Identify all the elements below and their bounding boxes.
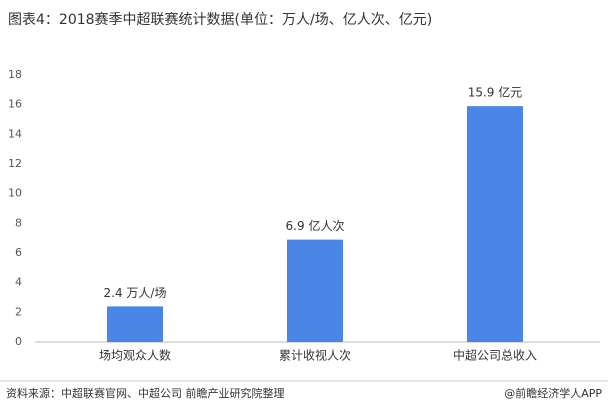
y-tick-label: 10 — [8, 187, 22, 200]
credit: @前瞻经济学人APP — [504, 386, 602, 400]
y-tick-label: 0 — [15, 335, 22, 348]
bar — [107, 306, 163, 342]
x-tick-label: 累计收视人次 — [279, 348, 351, 363]
source-note: 资料来源：中超联赛官网、中超公司 前瞻产业研究院整理 — [6, 386, 285, 400]
y-tick-label: 4 — [15, 276, 22, 289]
x-tick-label: 场均观众人数 — [99, 348, 171, 363]
y-tick-label: 8 — [15, 216, 22, 229]
y-tick-label: 18 — [8, 68, 22, 81]
y-tick-label: 6 — [15, 246, 22, 259]
y-tick-label: 14 — [8, 127, 22, 140]
value-label: 2.4 万人/场 — [104, 286, 167, 300]
y-tick-label: 2 — [15, 305, 22, 318]
bar — [287, 239, 343, 342]
x-tick-label: 中超公司总收入 — [453, 348, 537, 363]
y-tick-label: 16 — [8, 98, 22, 111]
chart-title: 图表4：2018赛季中超联赛统计数据(单位：万人/场、亿人次、亿元) — [8, 12, 432, 28]
value-label: 6.9 亿人次 — [286, 218, 345, 233]
value-label: 15.9 亿元 — [468, 85, 523, 100]
y-tick-label: 12 — [8, 157, 22, 170]
bar — [467, 106, 523, 343]
